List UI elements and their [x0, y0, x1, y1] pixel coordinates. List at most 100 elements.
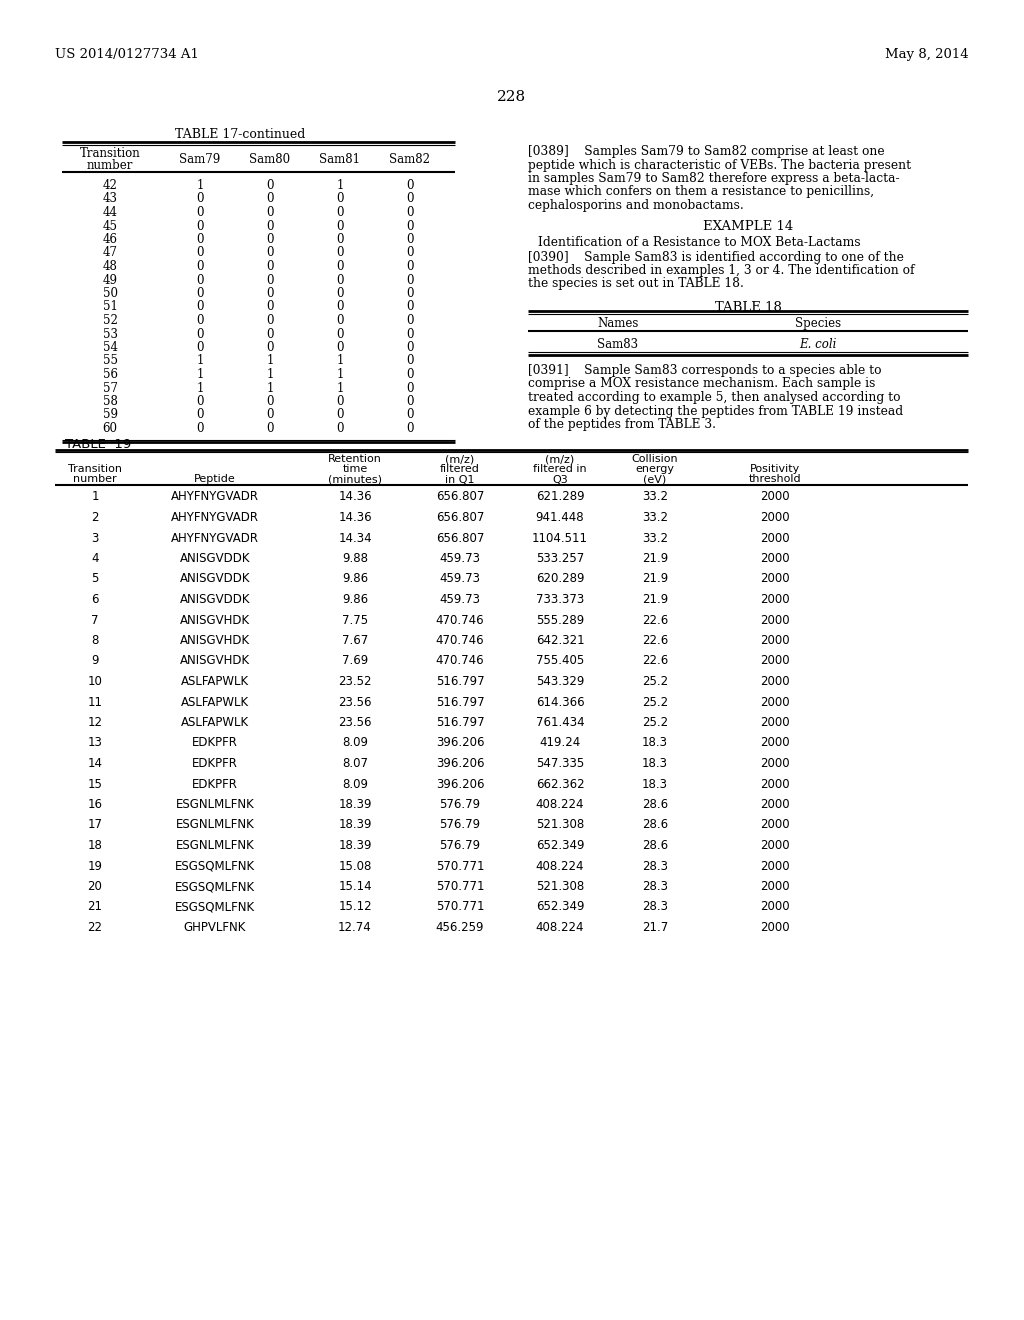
Text: 396.206: 396.206 — [436, 777, 484, 791]
Text: 9: 9 — [91, 655, 98, 668]
Text: 42: 42 — [102, 180, 118, 191]
Text: 0: 0 — [336, 286, 344, 300]
Text: 0: 0 — [336, 260, 344, 273]
Text: 470.746: 470.746 — [435, 634, 484, 647]
Text: 1: 1 — [336, 355, 344, 367]
Text: 4: 4 — [91, 552, 98, 565]
Text: 2000: 2000 — [760, 655, 790, 668]
Text: 0: 0 — [336, 206, 344, 219]
Text: 23.56: 23.56 — [338, 715, 372, 729]
Text: 2000: 2000 — [760, 614, 790, 627]
Text: 10: 10 — [88, 675, 102, 688]
Text: 228: 228 — [498, 90, 526, 104]
Text: 642.321: 642.321 — [536, 634, 585, 647]
Text: 18.3: 18.3 — [642, 737, 668, 750]
Text: 656.807: 656.807 — [436, 511, 484, 524]
Text: 396.206: 396.206 — [436, 737, 484, 750]
Text: 456.259: 456.259 — [436, 921, 484, 935]
Text: GHPVLFNK: GHPVLFNK — [184, 921, 246, 935]
Text: 3: 3 — [91, 532, 98, 544]
Text: 28.6: 28.6 — [642, 799, 668, 810]
Text: 1: 1 — [266, 355, 273, 367]
Text: 408.224: 408.224 — [536, 921, 585, 935]
Text: 7: 7 — [91, 614, 98, 627]
Text: ANISGVHDK: ANISGVHDK — [180, 614, 250, 627]
Text: 2000: 2000 — [760, 756, 790, 770]
Text: 0: 0 — [197, 260, 204, 273]
Text: 28.3: 28.3 — [642, 880, 668, 894]
Text: 521.308: 521.308 — [536, 818, 584, 832]
Text: 408.224: 408.224 — [536, 859, 585, 873]
Text: E. coli: E. coli — [800, 338, 837, 351]
Text: 33.2: 33.2 — [642, 491, 668, 503]
Text: 2000: 2000 — [760, 634, 790, 647]
Text: EDKPFR: EDKPFR — [193, 756, 238, 770]
Text: 408.224: 408.224 — [536, 799, 585, 810]
Text: 570.771: 570.771 — [436, 859, 484, 873]
Text: EXAMPLE 14: EXAMPLE 14 — [702, 220, 794, 234]
Text: 470.746: 470.746 — [435, 655, 484, 668]
Text: 516.797: 516.797 — [435, 675, 484, 688]
Text: ESGSQMLFNK: ESGSQMLFNK — [175, 880, 255, 894]
Text: 755.405: 755.405 — [536, 655, 584, 668]
Text: 761.434: 761.434 — [536, 715, 585, 729]
Text: 555.289: 555.289 — [536, 614, 584, 627]
Text: 8: 8 — [91, 634, 98, 647]
Text: 1: 1 — [266, 368, 273, 381]
Text: 0: 0 — [407, 327, 414, 341]
Text: 51: 51 — [102, 301, 118, 314]
Text: 0: 0 — [266, 193, 273, 206]
Text: 0: 0 — [336, 422, 344, 436]
Text: 21.9: 21.9 — [642, 573, 668, 586]
Text: TABLE  19: TABLE 19 — [65, 437, 131, 450]
Text: 533.257: 533.257 — [536, 552, 584, 565]
Text: 1: 1 — [197, 180, 204, 191]
Text: 0: 0 — [197, 314, 204, 327]
Text: 0: 0 — [197, 341, 204, 354]
Text: 0: 0 — [197, 193, 204, 206]
Text: 8.09: 8.09 — [342, 777, 368, 791]
Text: 0: 0 — [336, 247, 344, 260]
Text: 18: 18 — [88, 840, 102, 851]
Text: 2000: 2000 — [760, 737, 790, 750]
Text: of the peptides from TABLE 3.: of the peptides from TABLE 3. — [528, 418, 716, 432]
Text: Sam80: Sam80 — [250, 153, 291, 166]
Text: AHYFNYGVADR: AHYFNYGVADR — [171, 532, 259, 544]
Text: 58: 58 — [102, 395, 118, 408]
Text: ESGSQMLFNK: ESGSQMLFNK — [175, 859, 255, 873]
Text: 0: 0 — [266, 314, 273, 327]
Text: 22.6: 22.6 — [642, 614, 668, 627]
Text: time: time — [342, 465, 368, 474]
Text: 0: 0 — [336, 395, 344, 408]
Text: 0: 0 — [336, 301, 344, 314]
Text: 20: 20 — [88, 880, 102, 894]
Text: (eV): (eV) — [643, 474, 667, 484]
Text: 9.86: 9.86 — [342, 593, 368, 606]
Text: 8.09: 8.09 — [342, 737, 368, 750]
Text: 28.6: 28.6 — [642, 818, 668, 832]
Text: Transition: Transition — [68, 465, 122, 474]
Text: ESGNLMLFNK: ESGNLMLFNK — [176, 818, 254, 832]
Text: mase which confers on them a resistance to penicillins,: mase which confers on them a resistance … — [528, 186, 874, 198]
Text: 2000: 2000 — [760, 900, 790, 913]
Text: May 8, 2014: May 8, 2014 — [886, 48, 969, 61]
Text: 0: 0 — [407, 341, 414, 354]
Text: 15: 15 — [88, 777, 102, 791]
Text: 656.807: 656.807 — [436, 491, 484, 503]
Text: 28.3: 28.3 — [642, 859, 668, 873]
Text: 15.12: 15.12 — [338, 900, 372, 913]
Text: 0: 0 — [336, 341, 344, 354]
Text: 941.448: 941.448 — [536, 511, 585, 524]
Text: 570.771: 570.771 — [436, 880, 484, 894]
Text: ANISGVHDK: ANISGVHDK — [180, 655, 250, 668]
Text: 50: 50 — [102, 286, 118, 300]
Text: 49: 49 — [102, 273, 118, 286]
Text: 0: 0 — [407, 193, 414, 206]
Text: Species: Species — [795, 317, 841, 330]
Text: 9.86: 9.86 — [342, 573, 368, 586]
Text: in Q1: in Q1 — [445, 474, 475, 484]
Text: energy: energy — [636, 465, 675, 474]
Text: 2: 2 — [91, 511, 98, 524]
Text: 8.07: 8.07 — [342, 756, 368, 770]
Text: 1: 1 — [336, 381, 344, 395]
